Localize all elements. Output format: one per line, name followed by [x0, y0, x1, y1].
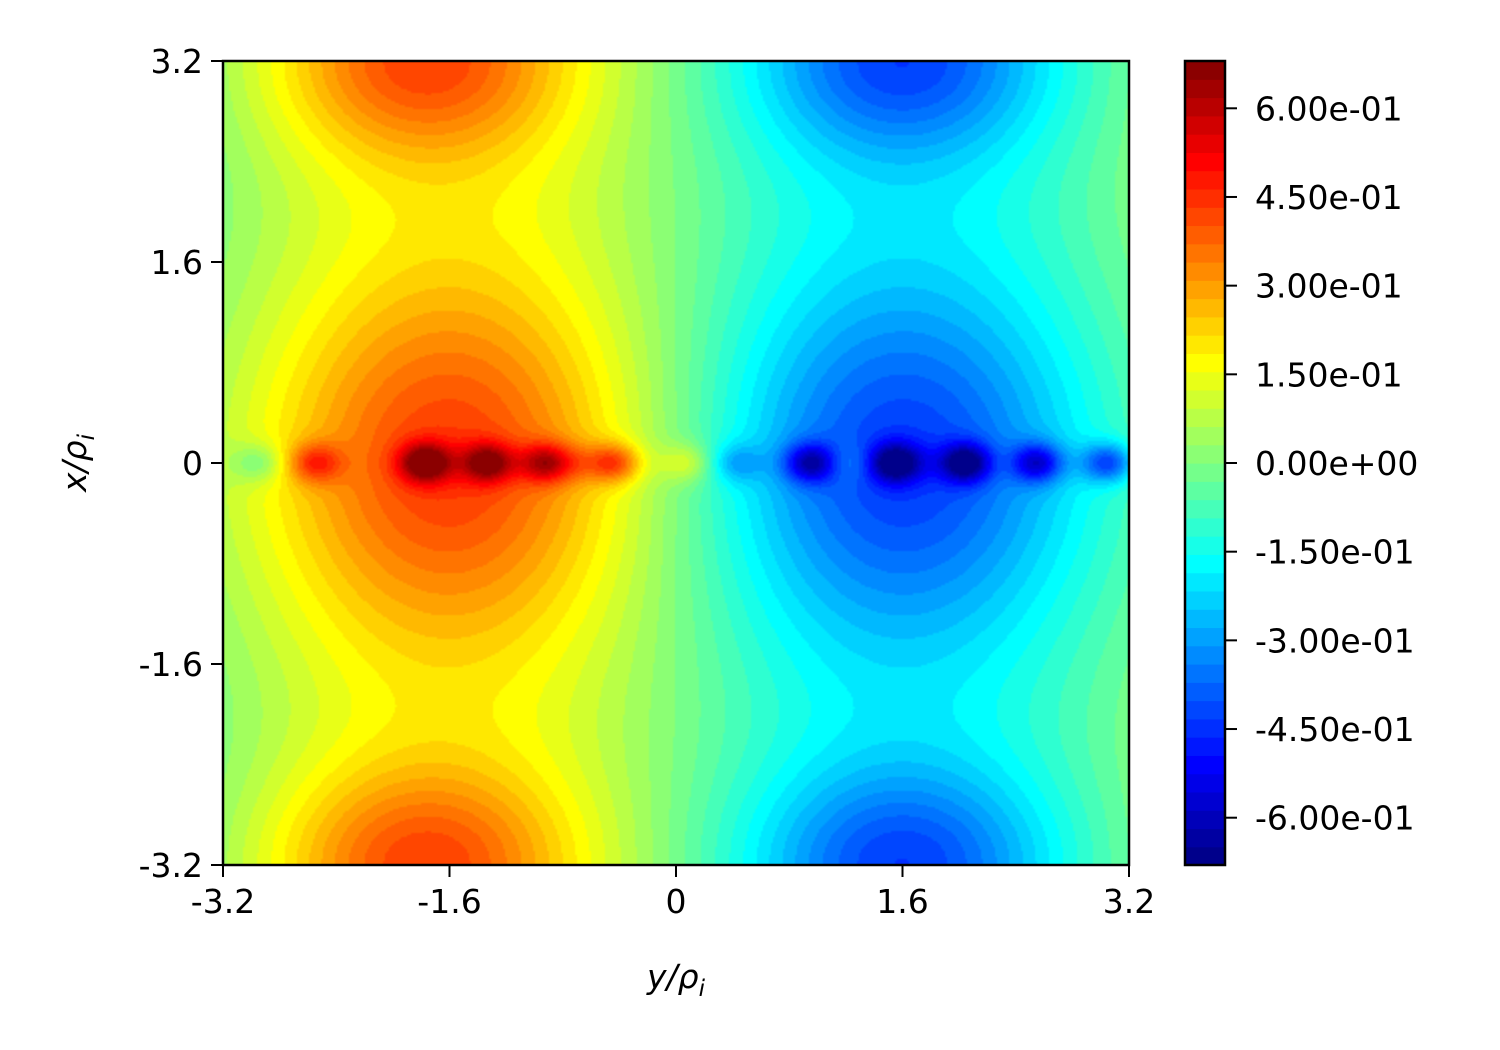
y-tick-label: -1.6	[139, 645, 203, 684]
colorbar: 6.00e-01 4.50e-01 3.00e-01 1.50e-01 0.00e+00…	[1183, 59, 1418, 867]
heatmap-plot-area	[221, 59, 1131, 867]
colorbar-tick-label: -4.50e-01	[1255, 710, 1415, 749]
colorbar-tick-label: -6.00e-01	[1255, 799, 1415, 838]
colorbar-band	[1185, 700, 1225, 720]
x-tick-label: -3.2	[191, 882, 255, 921]
colorbar-band	[1185, 810, 1225, 830]
colorbar-tick-label: -3.00e-01	[1255, 621, 1415, 660]
colorbar-band	[1185, 408, 1225, 428]
colorbar-band	[1185, 682, 1225, 702]
colorbar-band	[1185, 444, 1225, 464]
colorbar-band	[1185, 152, 1225, 172]
x-tick-label: 3.2	[1103, 882, 1155, 921]
y-tick-label: -3.2	[139, 846, 203, 885]
colorbar-band	[1185, 115, 1225, 135]
heatmap-field	[223, 61, 1129, 865]
colorbar-band	[1185, 225, 1225, 245]
colorbar-band	[1185, 481, 1225, 501]
colorbar-band	[1185, 97, 1225, 117]
colorbar-band	[1185, 554, 1225, 574]
colorbar-band	[1185, 280, 1225, 300]
colorbar-band	[1185, 517, 1225, 537]
x-tick-label: 0	[666, 882, 687, 921]
y-tick-label: 0	[182, 444, 203, 483]
colorbar-band	[1185, 134, 1225, 153]
colorbar-band	[1185, 170, 1225, 190]
y-tick-label: 3.2	[151, 42, 203, 81]
colorbar-band	[1185, 572, 1225, 592]
x-axis-label: y/ρi	[646, 957, 706, 1002]
colorbar-band	[1185, 316, 1225, 336]
colorbar-band	[1185, 737, 1225, 756]
x-axis-ticks: -3.2 -1.6 0 1.6 3.2	[191, 865, 1155, 921]
colorbar-band	[1185, 755, 1225, 775]
colorbar-band	[1185, 645, 1225, 665]
colorbar-band	[1185, 389, 1225, 409]
colorbar-tick-label: 3.00e-01	[1255, 267, 1403, 306]
colorbar-band	[1185, 773, 1225, 793]
colorbar-tick-label: 0.00e+00	[1255, 444, 1418, 483]
colorbar-tick-label: 6.00e-01	[1255, 89, 1403, 128]
colorbar-tick-label: 1.50e-01	[1255, 355, 1403, 394]
colorbar-band	[1185, 828, 1225, 848]
x-tick-label: 1.6	[876, 882, 928, 921]
colorbar-band	[1185, 609, 1225, 629]
colorbar-band	[1185, 371, 1225, 391]
colorbar-tick-label: 4.50e-01	[1255, 178, 1403, 217]
colorbar-bands	[1185, 61, 1225, 866]
colorbar-band	[1185, 463, 1225, 482]
colorbar-band	[1185, 243, 1225, 263]
colorbar-band	[1185, 627, 1225, 647]
colorbar-band	[1185, 298, 1225, 318]
colorbar-band	[1185, 718, 1225, 738]
y-axis-label-subscript: i	[74, 433, 100, 440]
colorbar-band	[1185, 791, 1225, 811]
colorbar-band	[1185, 207, 1225, 227]
colorbar-band	[1185, 846, 1225, 866]
colorbar-band	[1185, 590, 1225, 610]
colorbar-band	[1185, 79, 1225, 99]
colorbar-band	[1185, 262, 1225, 281]
colorbar-ticks: 6.00e-01 4.50e-01 3.00e-01 1.50e-01 0.00e+00…	[1225, 89, 1418, 838]
x-axis-label-subscript: i	[699, 976, 706, 1002]
colorbar-band	[1185, 61, 1225, 80]
colorbar-band	[1185, 335, 1225, 354]
y-axis-ticks: -3.2 -1.6 0 1.6 3.2	[139, 42, 223, 885]
colorbar-band	[1185, 536, 1225, 555]
colorbar-tick-label: -1.50e-01	[1255, 533, 1415, 572]
y-tick-label: 1.6	[151, 243, 203, 282]
colorbar-band	[1185, 426, 1225, 446]
y-axis-label: x/ρi	[55, 433, 100, 493]
x-tick-label: -1.6	[417, 882, 481, 921]
colorbar-band	[1185, 664, 1225, 683]
colorbar-band	[1185, 499, 1225, 519]
colorbar-band	[1185, 353, 1225, 373]
colorbar-band	[1185, 188, 1225, 208]
